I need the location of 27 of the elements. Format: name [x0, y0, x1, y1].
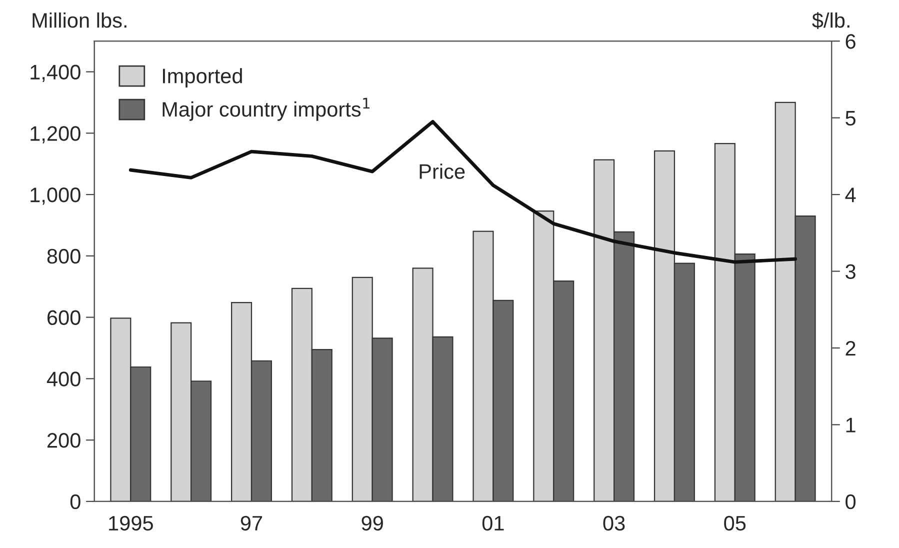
- y-tick-label: 400: [46, 372, 80, 386]
- y-tick-label: 800: [47, 248, 80, 264]
- y-tick-label: 200: [47, 433, 80, 448]
- y2-tick-label: 0: [846, 494, 856, 510]
- y2-tick-label: 6: [846, 34, 856, 49]
- y2-axis-title: $/lb.: [812, 12, 850, 30]
- x-tick-label: 05: [724, 516, 746, 531]
- y-tick-label: 600: [48, 310, 80, 326]
- y2-tick-label: 3: [846, 264, 856, 280]
- y-tick-label: 1,000: [30, 188, 80, 205]
- legend-label: Major country imports$^{1}$: [162, 98, 370, 121]
- y-tick-label: 1,400: [30, 64, 80, 82]
- x-tick-label: 97: [240, 516, 262, 531]
- x-tick-label: 99: [362, 516, 383, 531]
- line-series: [128, 120, 798, 264]
- annotation: Price: [420, 164, 465, 179]
- y2-tick-label: 5: [846, 111, 856, 126]
- x-tick-label: 01: [482, 516, 504, 531]
- y-tick-label: 1,200: [30, 126, 80, 144]
- y-axis-title: Million lbs.: [32, 12, 126, 28]
- x-tick-label: 1995: [109, 516, 153, 531]
- x-tick-label: 03: [603, 516, 625, 531]
- y2-tick-label: 1: [846, 418, 856, 432]
- y2-tick-label: 2: [846, 340, 856, 356]
- y-tick-label: 0: [70, 494, 80, 510]
- y2-tick-label: 4: [845, 188, 856, 202]
- legend-label: Imported: [162, 68, 242, 88]
